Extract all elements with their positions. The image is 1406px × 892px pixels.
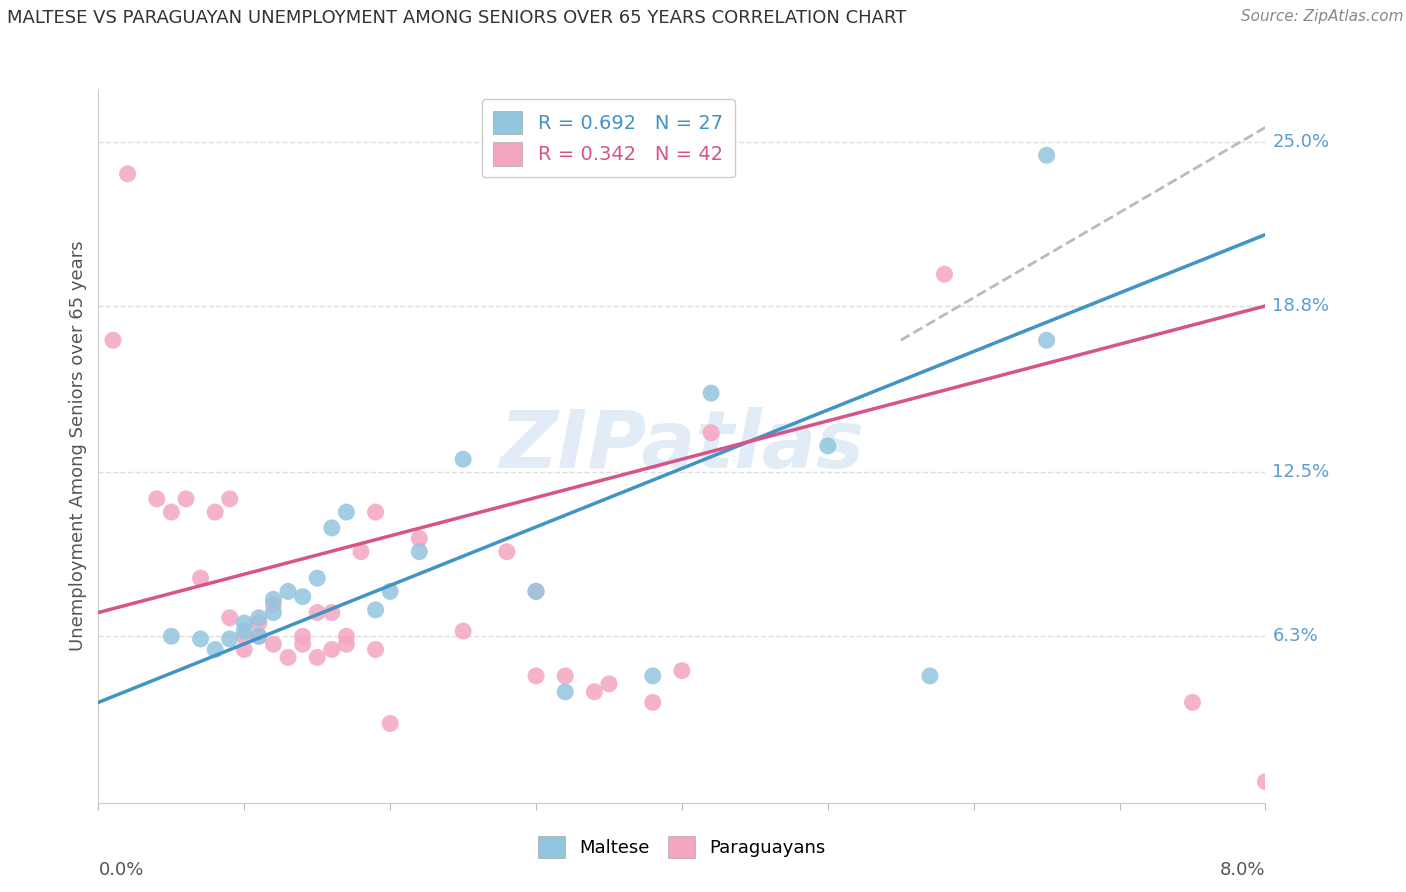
- Point: [160, 505, 183, 519]
- Point: [583, 685, 606, 699]
- Point: [364, 505, 387, 519]
- Point: [364, 603, 387, 617]
- Point: [524, 584, 547, 599]
- Point: [262, 592, 284, 607]
- Point: [262, 637, 284, 651]
- Y-axis label: Unemployment Among Seniors over 65 years: Unemployment Among Seniors over 65 years: [69, 241, 87, 651]
- Point: [291, 590, 314, 604]
- Text: ZIPatlas: ZIPatlas: [499, 407, 865, 485]
- Point: [262, 598, 284, 612]
- Point: [291, 637, 314, 651]
- Point: [247, 629, 270, 643]
- Point: [174, 491, 197, 506]
- Point: [378, 716, 402, 731]
- Point: [204, 505, 226, 519]
- Point: [451, 452, 474, 467]
- Point: [817, 439, 839, 453]
- Point: [641, 695, 664, 709]
- Point: [204, 642, 226, 657]
- Point: [1181, 695, 1204, 709]
- Point: [101, 333, 124, 347]
- Text: 25.0%: 25.0%: [1272, 133, 1330, 151]
- Point: [291, 629, 314, 643]
- Point: [335, 505, 357, 519]
- Point: [1035, 333, 1057, 347]
- Point: [218, 632, 240, 646]
- Point: [190, 571, 212, 585]
- Point: [117, 167, 139, 181]
- Text: 0.0%: 0.0%: [98, 861, 143, 879]
- Point: [277, 650, 299, 665]
- Point: [700, 425, 723, 440]
- Point: [641, 669, 664, 683]
- Point: [190, 632, 212, 646]
- Text: 12.5%: 12.5%: [1272, 464, 1330, 482]
- Legend: Maltese, Paraguayans: Maltese, Paraguayans: [531, 829, 832, 865]
- Point: [247, 629, 270, 643]
- Point: [554, 685, 576, 699]
- Text: 18.8%: 18.8%: [1272, 297, 1330, 315]
- Point: [307, 571, 329, 585]
- Point: [233, 629, 256, 643]
- Point: [218, 491, 240, 506]
- Point: [218, 611, 240, 625]
- Point: [350, 545, 373, 559]
- Point: [1254, 774, 1277, 789]
- Point: [451, 624, 474, 638]
- Point: [496, 545, 519, 559]
- Point: [408, 532, 430, 546]
- Point: [918, 669, 941, 683]
- Point: [146, 491, 169, 506]
- Point: [378, 584, 402, 599]
- Point: [364, 642, 387, 657]
- Point: [233, 616, 256, 631]
- Text: 8.0%: 8.0%: [1220, 861, 1265, 879]
- Point: [247, 611, 270, 625]
- Point: [233, 642, 256, 657]
- Point: [524, 584, 547, 599]
- Point: [671, 664, 693, 678]
- Text: 6.3%: 6.3%: [1272, 627, 1319, 645]
- Point: [247, 616, 270, 631]
- Point: [321, 642, 343, 657]
- Point: [934, 267, 956, 281]
- Point: [321, 606, 343, 620]
- Point: [321, 521, 343, 535]
- Point: [554, 669, 576, 683]
- Point: [1035, 148, 1057, 162]
- Point: [277, 584, 299, 599]
- Point: [408, 545, 430, 559]
- Point: [262, 606, 284, 620]
- Point: [233, 624, 256, 638]
- Text: Source: ZipAtlas.com: Source: ZipAtlas.com: [1240, 9, 1403, 24]
- Point: [307, 650, 329, 665]
- Point: [524, 669, 547, 683]
- Point: [335, 629, 357, 643]
- Point: [307, 606, 329, 620]
- Point: [160, 629, 183, 643]
- Point: [335, 637, 357, 651]
- Point: [598, 677, 620, 691]
- Point: [700, 386, 723, 401]
- Text: MALTESE VS PARAGUAYAN UNEMPLOYMENT AMONG SENIORS OVER 65 YEARS CORRELATION CHART: MALTESE VS PARAGUAYAN UNEMPLOYMENT AMONG…: [7, 9, 907, 27]
